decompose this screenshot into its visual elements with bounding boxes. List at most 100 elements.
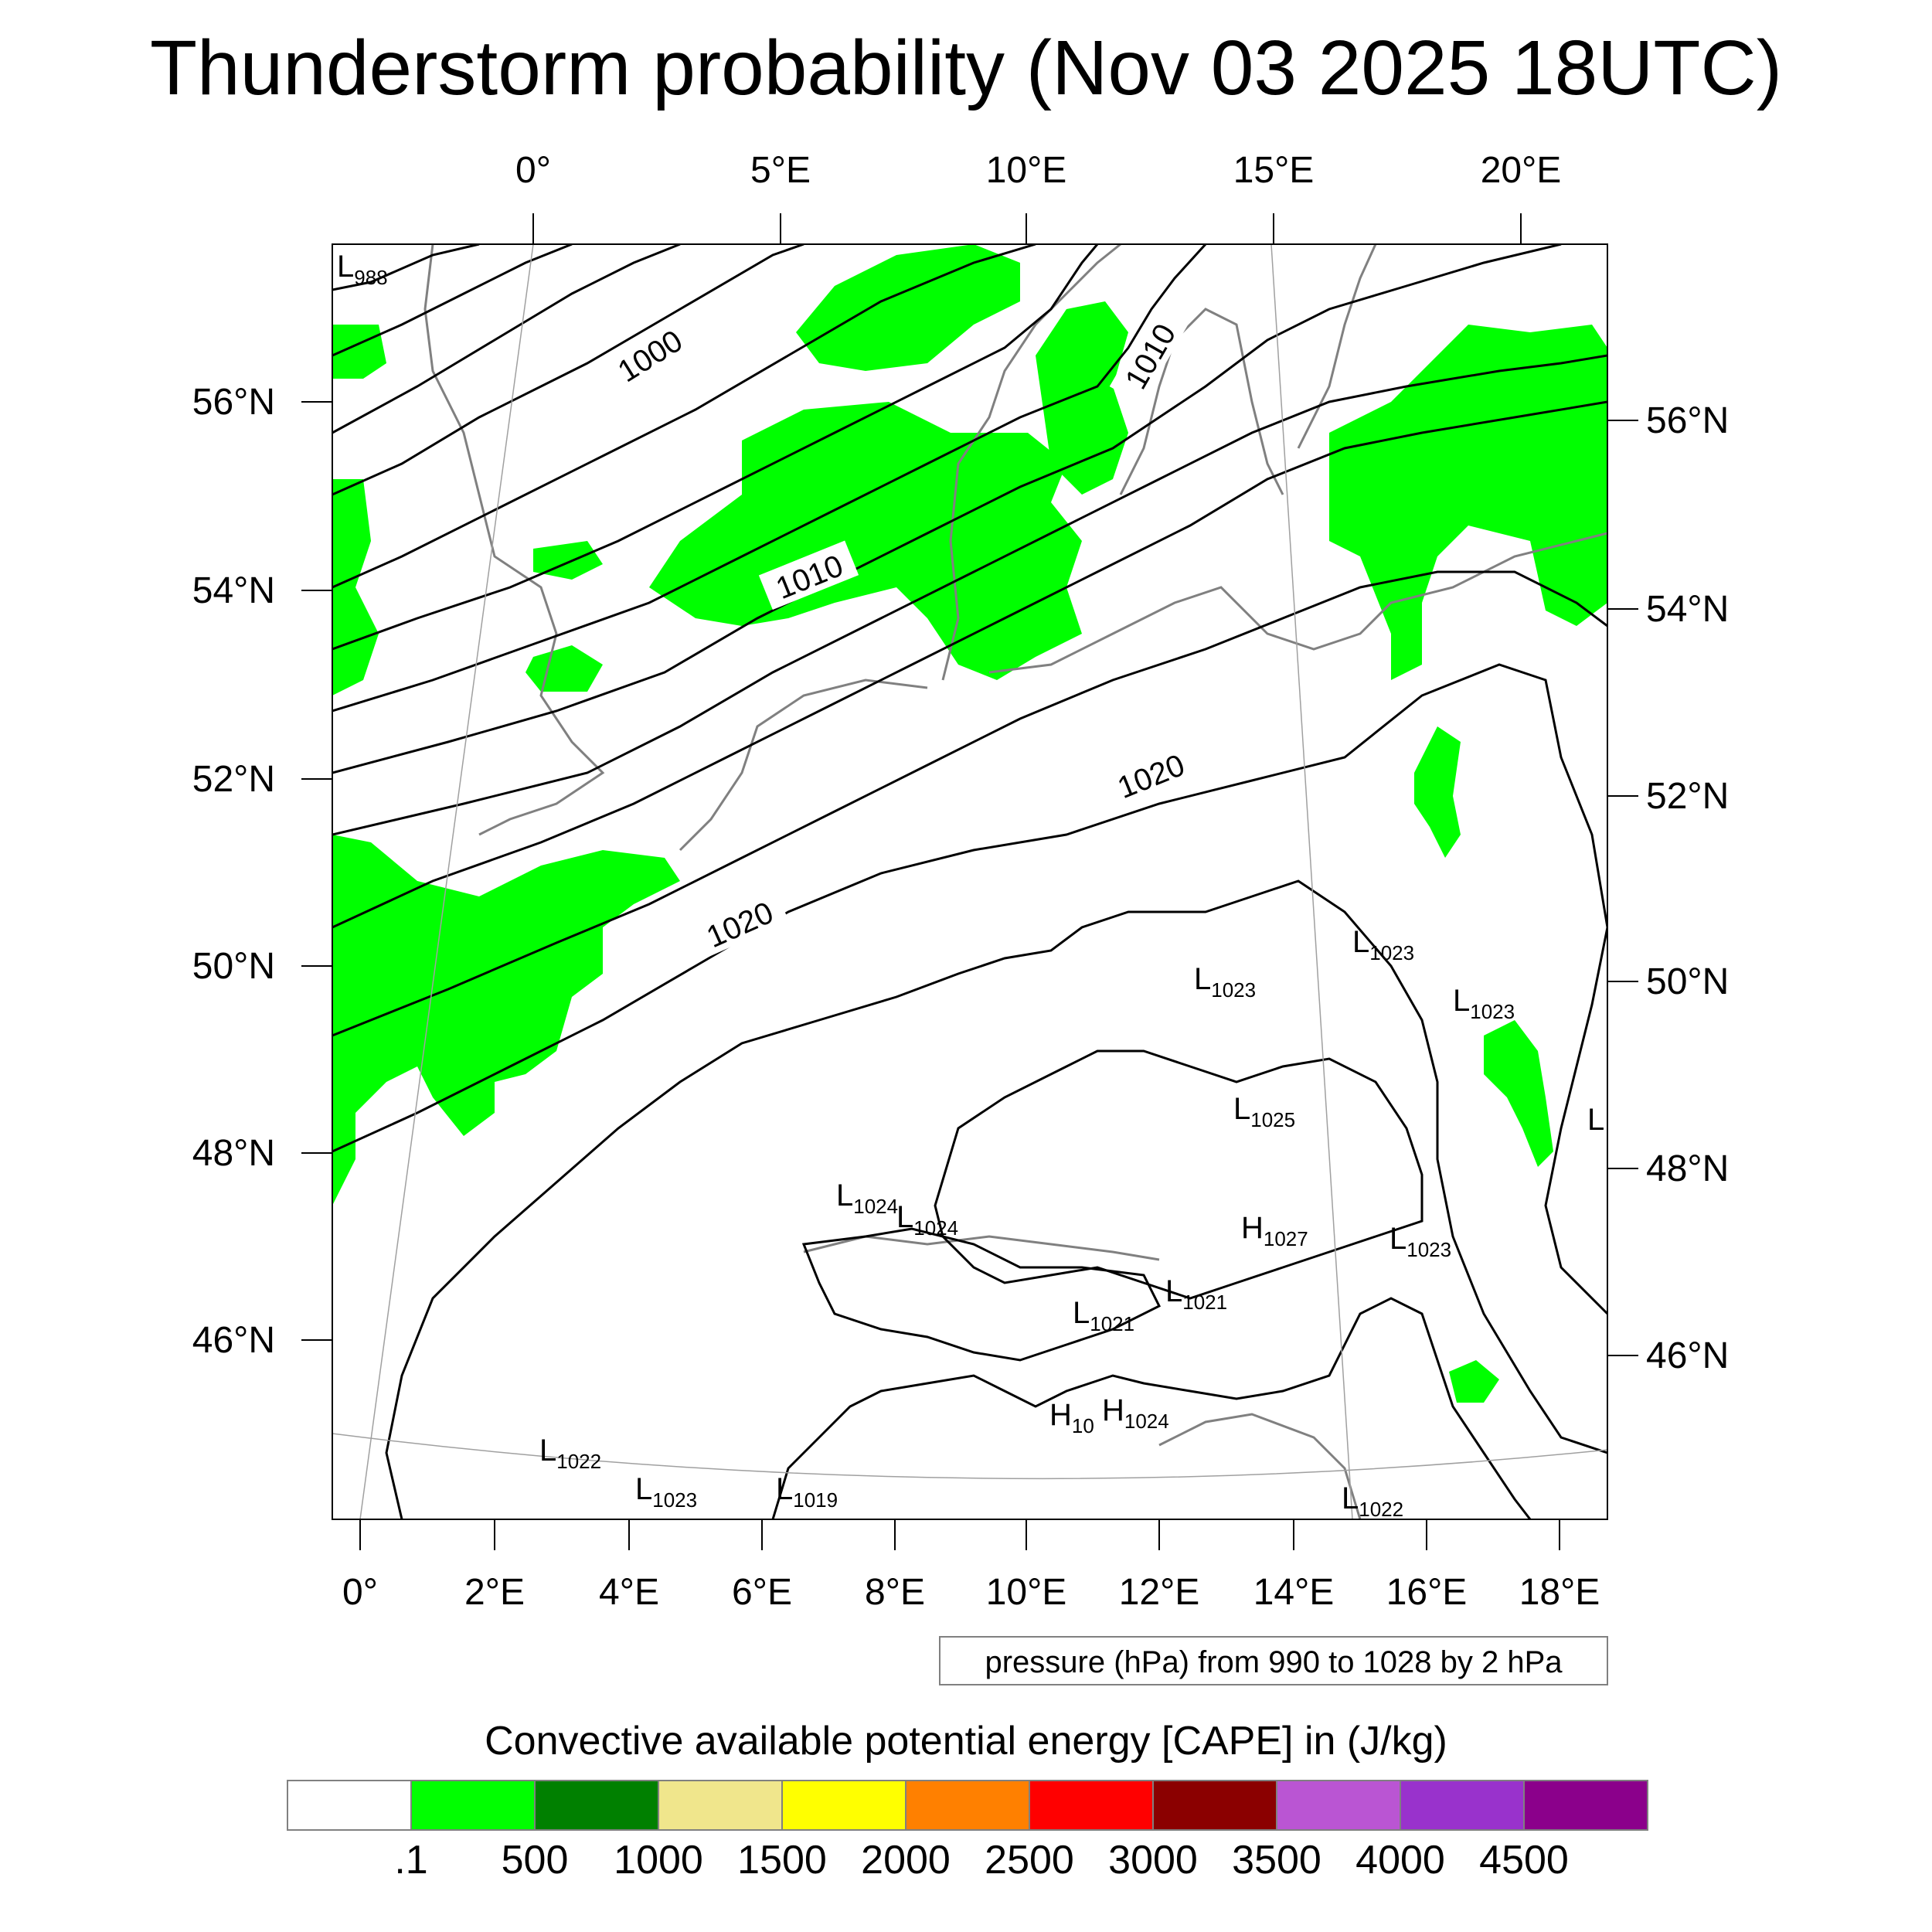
lon-label: 5°E [750, 150, 811, 191]
cape-field-north [796, 244, 1020, 371]
axis-ticks [301, 213, 1638, 1550]
isobar-10 [332, 400, 1607, 929]
lat-label: 54°N [192, 570, 275, 611]
isobar-6 [332, 244, 1099, 651]
lat-label: 48°N [1646, 1148, 1729, 1189]
isobar-14 [934, 1049, 1423, 1300]
lon-label: 18°E [1519, 1572, 1600, 1613]
pressure-center: L1023 [1389, 1222, 1451, 1261]
coastlines [423, 244, 1607, 1519]
colorbar-label: 4000 [1355, 1838, 1445, 1883]
colorbar-box [1276, 1780, 1401, 1831]
cape-field-hungary [1449, 1360, 1499, 1403]
contour-info-frame [939, 1636, 1608, 1685]
pressure-center: L1024 [896, 1200, 958, 1240]
lon-label: 15°E [1233, 150, 1315, 191]
figure-title: Thunderstorm probability (Nov 03 2025 18… [150, 25, 1782, 111]
colorbar-box [1029, 1780, 1154, 1831]
cape-field-denmark [1036, 301, 1128, 495]
colorbar-box [781, 1780, 906, 1831]
coast-denmark [941, 244, 1121, 681]
map-area: 1000 1010 1010 1020 1020 L988 L1023 [192, 150, 1730, 1613]
colorbar-box [1152, 1780, 1277, 1831]
colorbar-label: .1 [394, 1838, 427, 1883]
lon-label: 10°E [986, 1572, 1067, 1613]
bottom-longitude-labels: 0° 2°E 4°E 6°E 8°E 10°E 12°E 14°E 16°E 1… [342, 1572, 1600, 1613]
lat-label: 56°N [1646, 400, 1729, 441]
isobar-13 [385, 879, 1607, 1519]
isobar-2 [332, 244, 573, 357]
contour-labels: 1000 1010 1010 1020 1020 [600, 306, 1201, 959]
isobar-4 [332, 244, 804, 496]
lon-label: 14°E [1253, 1572, 1335, 1613]
isobar-15 [801, 1227, 1162, 1362]
isobar-5 [332, 244, 1036, 589]
colorbar-labels: .1 500 1000 1500 2000 2500 3000 3500 400… [394, 1838, 1569, 1883]
map-frame [332, 243, 1608, 1520]
lon-label: 2°E [464, 1572, 525, 1613]
lon-label: 12°E [1119, 1572, 1200, 1613]
colorbar-box [905, 1780, 1030, 1831]
lon-label: 0° [515, 150, 551, 191]
pressure-center: H1027 [1241, 1211, 1308, 1250]
isobars [332, 244, 1607, 1519]
lat-label: 46°N [192, 1320, 275, 1361]
lon-label: 8°E [865, 1572, 925, 1613]
colorbar-box [658, 1780, 783, 1831]
isobar-8 [332, 244, 1562, 774]
pressure-center: H10 [1049, 1398, 1094, 1437]
cape-field-west-edge-2 [332, 479, 379, 696]
graticule [332, 244, 1607, 1519]
graticule-lon-15 [1270, 244, 1353, 1519]
coast-adriatic [1158, 1413, 1362, 1519]
pressure-center: L1023 [1453, 984, 1515, 1023]
lat-label: 48°N [192, 1133, 275, 1174]
colorbar: Convective available potential energy [C… [287, 1719, 1648, 1883]
isobar-7 [332, 244, 1207, 713]
contour-info-box: pressure (hPa) from 990 to 1028 by 2 hPa [939, 1636, 1608, 1685]
pressure-center: L1023 [635, 1472, 697, 1512]
isobar-3 [332, 244, 681, 434]
colorbar-box [1400, 1780, 1525, 1831]
top-longitude-labels: 0° 5°E 10°E 15°E 20°E [515, 150, 1561, 191]
pressure-center: L988 [337, 250, 388, 289]
lat-label: 50°N [1646, 961, 1729, 1002]
pressure-center: L [1587, 1103, 1604, 1137]
isobar-11 [332, 570, 1607, 1037]
lon-label: 0° [342, 1572, 378, 1613]
lat-label: 50°N [192, 946, 275, 987]
colorbar-label: 3000 [1108, 1838, 1198, 1883]
lon-label: 10°E [986, 150, 1067, 191]
lat-label: 52°N [192, 759, 275, 800]
pressure-center: L1024 [836, 1179, 898, 1218]
pressure-center: L1021 [1165, 1274, 1227, 1314]
coast-benelux [679, 679, 928, 852]
pressure-center: H1024 [1102, 1393, 1169, 1433]
colorbar-label: 3500 [1232, 1838, 1321, 1883]
pressure-center: L1023 [1352, 925, 1414, 964]
colorbar-box [410, 1780, 536, 1831]
pressure-center: L1023 [1194, 962, 1256, 1002]
coast-sweden [1119, 308, 1284, 495]
colorbar-label: 2000 [861, 1838, 951, 1883]
pressure-center: L1019 [776, 1472, 838, 1512]
contour-info-text: pressure (hPa) from 990 to 1028 by 2 hPa [985, 1645, 1563, 1679]
isobar-16 [771, 1297, 1532, 1519]
pressure-centers: L988 L1023 L1023 L1023 L1025 L1024 L1024… [337, 250, 1604, 1521]
colorbar-box [1523, 1780, 1648, 1831]
lat-label: 52°N [1646, 776, 1729, 817]
cape-field-slovakia [1484, 1020, 1553, 1167]
lon-label: 4°E [599, 1572, 659, 1613]
cape-field-poland [1414, 726, 1461, 858]
colorbar-label: 1000 [614, 1838, 703, 1883]
pressure-center: L1025 [1233, 1092, 1295, 1131]
lat-label: 54°N [1646, 589, 1729, 630]
colorbar-box [287, 1780, 412, 1831]
lon-label: 16°E [1386, 1572, 1468, 1613]
lat-label: 46°N [1646, 1335, 1729, 1376]
lon-label: 6°E [732, 1572, 792, 1613]
colorbar-box [534, 1780, 659, 1831]
coast-baltic-south [988, 532, 1607, 674]
left-latitude-labels: 56°N 54°N 52°N 50°N 48°N 46°N [192, 382, 275, 1361]
colorbar-boxes [287, 1780, 1648, 1831]
